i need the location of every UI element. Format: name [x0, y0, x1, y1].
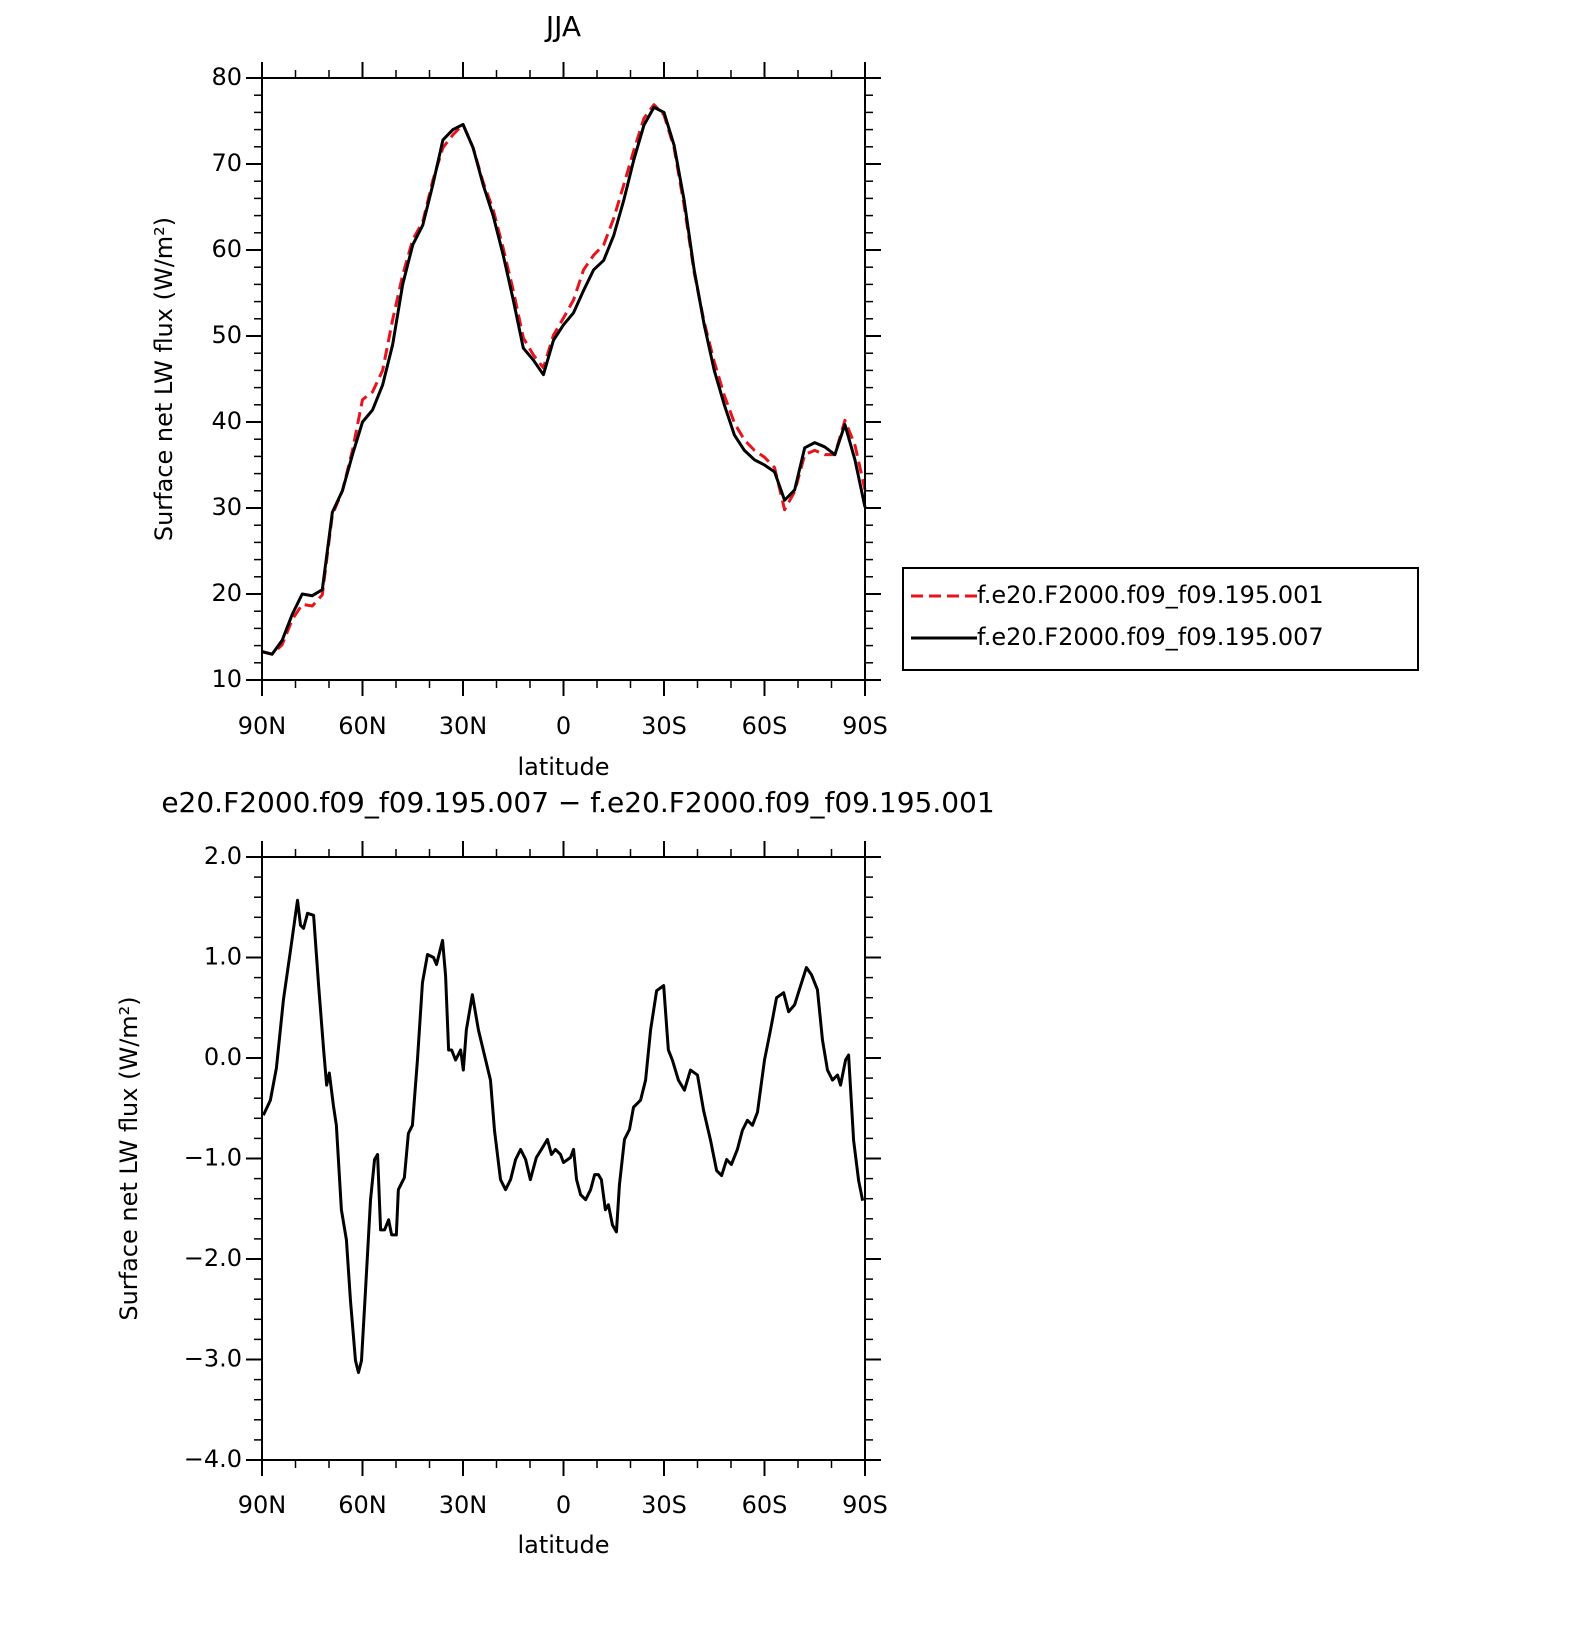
y-tick-label: 0.0 [204, 1043, 242, 1071]
x-tick-label: 60N [338, 712, 387, 740]
y-tick-label: 40 [211, 407, 242, 435]
data-line [261, 105, 867, 656]
y-tick-label: 20 [211, 579, 242, 607]
y-tick-label: 2.0 [204, 842, 242, 870]
y-tick-label: 50 [211, 321, 242, 349]
plot-frame [261, 856, 866, 1461]
y-tick-label: 10 [211, 665, 242, 693]
data-line [261, 898, 865, 1375]
x-axis-title: latitude [517, 753, 609, 781]
y-tick-label: 30 [211, 493, 242, 521]
x-tick-label: 90S [842, 1491, 888, 1519]
data-line [261, 103, 867, 656]
x-tick-label: 30S [641, 1491, 687, 1519]
x-tick-label: 60S [742, 1491, 788, 1519]
chart-title: JJA [544, 10, 581, 43]
x-tick-label: 0 [556, 712, 571, 740]
legend-label: f.e20.F2000.f09_f09.195.001 [977, 581, 1324, 609]
y-tick-label: −1.0 [184, 1144, 242, 1172]
y-tick-label: 60 [211, 235, 242, 263]
x-tick-label: 30N [439, 1491, 488, 1519]
x-tick-label: 90S [842, 712, 888, 740]
plot-frame [261, 77, 866, 681]
y-tick-label: −2.0 [184, 1244, 242, 1272]
y-axis-title: Surface net LW flux (W/m²) [115, 996, 143, 1320]
x-tick-label: 60S [742, 712, 788, 740]
y-tick-label: 80 [211, 63, 242, 91]
y-tick-label: 70 [211, 149, 242, 177]
y-tick-label: −3.0 [184, 1345, 242, 1373]
x-axis-title: latitude [517, 1531, 609, 1559]
x-tick-label: 90N [238, 1491, 287, 1519]
legend-box [902, 567, 1419, 671]
x-tick-label: 30S [641, 712, 687, 740]
y-tick-label: 1.0 [204, 943, 242, 971]
chart-title: e20.F2000.f09_f09.195.007 − f.e20.F2000.… [161, 786, 994, 819]
y-tick-label: −4.0 [184, 1445, 242, 1473]
x-tick-label: 60N [338, 1491, 387, 1519]
x-tick-label: 30N [439, 712, 488, 740]
x-tick-label: 0 [556, 1491, 571, 1519]
x-tick-label: 90N [238, 712, 287, 740]
y-axis-title: Surface net LW flux (W/m²) [150, 217, 178, 541]
legend-label: f.e20.F2000.f09_f09.195.007 [977, 623, 1324, 651]
